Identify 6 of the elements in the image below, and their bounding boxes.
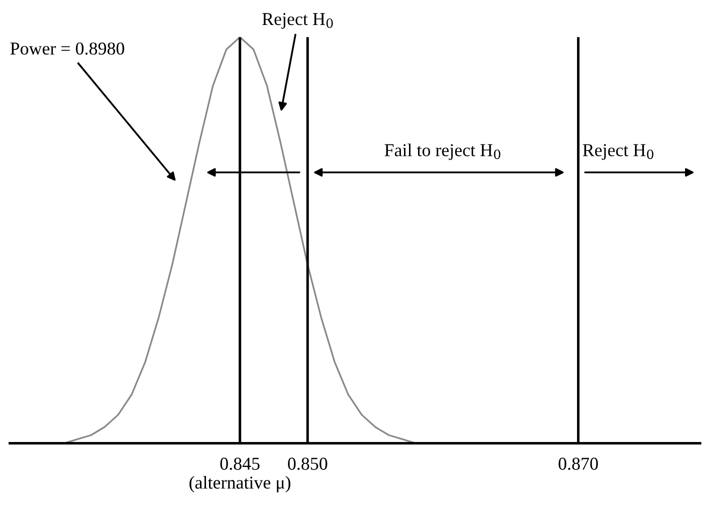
annotation: Reject H$_{0}$ [582,144,654,160]
annotation: Power = 0.8980 [10,42,124,55]
x-tick-label: 0.850 [288,458,328,470]
annotation: Fail to reject H$_{0}$ [384,144,500,160]
x-tick-label: 0.870 [558,458,598,470]
text: Reject H$_{0}$ [262,13,333,29]
